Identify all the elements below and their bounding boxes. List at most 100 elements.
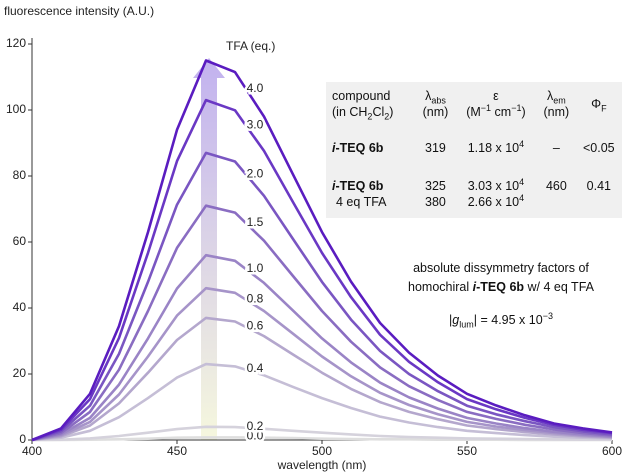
spectrum-line [31,204,613,442]
x-axis-title: wavelength (nm) [277,458,367,472]
header-text: Cl [372,105,385,119]
y-tick-label: 100 [6,102,26,116]
table-row: i-TEQ 6b 319 1.18 x 104 – <0.05 [326,132,622,170]
cell: <0.05 [583,141,615,155]
annotation-text: w/ 4 eq TFA [524,280,594,294]
cell-sup: 4 [519,176,525,187]
header-text: ε [493,89,499,103]
series-label: 0.0 [247,429,264,443]
header-cell: λem (nm) [537,82,576,132]
header-text: compound [332,89,391,103]
header-sub: 2 [384,111,390,122]
tfa-arrow [193,58,225,440]
compound-name: -TEQ 6b [335,141,384,155]
cell: – [552,141,560,155]
header-cell: ε (M−1 cm−1) [455,82,537,132]
cell-text: 380 [425,195,446,209]
y-tick-label: 60 [13,234,27,248]
annotation-sub: lum [459,319,474,330]
annotation-text: absolute dissymmetry factors of [413,261,589,275]
compound-note: 4 eq TFA [336,195,387,209]
annotation: absolute dissymmetry factors of homochir… [370,259,622,297]
header-cell: λabs (nm) [416,82,455,132]
series-label: 0.8 [247,291,264,305]
x-tick-label: 600 [602,444,622,458]
annotation-text: | [449,313,453,327]
header-text: (nm) [422,105,449,119]
spectrum-line [31,253,613,442]
y-tick-label: 20 [13,366,27,380]
annotation-text: homochiral [408,280,473,294]
x-tick-label: 400 [22,444,42,458]
spectrum-line [31,151,613,442]
series-label: 3.0 [247,118,264,132]
x-tick-label: 450 [167,444,187,458]
x-tick-label: 500 [312,444,332,458]
spectrum-line [31,286,613,442]
table-row: i-TEQ 6b 4 eq TFA 325 380 3.03 x 104 2.66 x… [326,170,622,210]
cell: 460 [545,179,567,193]
series-label: 0.6 [247,319,264,333]
cell: i-TEQ 6b 4 eq TFA [326,170,416,210]
x-tick-label: 550 [457,444,477,458]
cell-text: 3.03 x 10 [467,179,520,193]
header-cell: compound (in CH2Cl2) [326,82,416,132]
series-label: 2.0 [247,166,264,180]
header-sup: −1 [480,102,492,113]
header-cell: ΦF [576,82,622,132]
y-tick-label: 40 [13,300,27,314]
header-sub: abs [431,95,446,106]
header-text: (in CH [332,105,368,119]
spectrum-line [31,59,613,442]
header-text: (M [466,105,481,119]
cell-text: 1.18 x 10 [467,141,520,155]
y-tick-label: 120 [6,36,26,50]
spectrum-line [31,425,612,442]
spectrum-line [31,316,613,442]
cell: 3.03 x 104 2.66 x 104 [455,170,537,210]
cell-text: 325 [425,179,446,193]
header-sub: F [601,103,607,114]
series-label: 0.4 [247,361,264,375]
header-text: λ [546,89,554,103]
series-label: 1.5 [247,215,264,229]
header-text: ) [521,105,526,119]
header-sup: −1 [511,102,522,113]
header-text: (nm) [543,105,570,119]
cell: 325 380 [416,170,455,210]
annotation-text: g [452,313,460,327]
header-text: λ [425,89,432,103]
compound-prefix: i [332,179,336,193]
series-label: 0.2 [247,419,264,433]
compound-name: -TEQ 6b [476,280,525,294]
cell: 1.18 x 104 [455,132,537,170]
header-text: ) [389,105,394,119]
cell-sup: 4 [519,138,525,149]
inset-table: compound (in CH2Cl2) λabs (nm) ε (M−1 cm−1)… [326,82,622,218]
header-text: Φ [591,97,602,111]
y-tick-label: 80 [13,168,27,182]
spectrum-line [31,362,613,442]
header-text: cm [491,105,512,119]
cell-text: 2.66 x 10 [467,195,520,209]
glum-annotation: |glum| = 4.95 x 10−3 [370,310,622,330]
y-axis-title: fluorescence intensity (A.U.) [4,4,154,18]
compound-prefix: i [472,280,477,294]
header-sub: em [553,95,566,106]
series-label: 1.0 [247,261,264,275]
header-sub: 2 [367,111,373,122]
table: compound (in CH2Cl2) λabs (nm) ε (M−1 cm−1)… [326,82,622,210]
cell: 319 [425,141,446,155]
cell: i-TEQ 6b [326,132,416,170]
annotation-sup: −3 [542,310,553,321]
series-label: 4.0 [247,81,264,95]
y-tick-label: 0 [19,432,26,446]
cell: 0.41 [586,179,611,193]
annotation-text: | = 4.95 x 10 [473,313,543,327]
table-header: compound (in CH2Cl2) λabs (nm) ε (M−1 cm−1)… [326,82,622,132]
spectrum-line [31,98,613,442]
compound-name: -TEQ 6b [335,179,384,193]
compound-prefix: i [332,141,336,155]
